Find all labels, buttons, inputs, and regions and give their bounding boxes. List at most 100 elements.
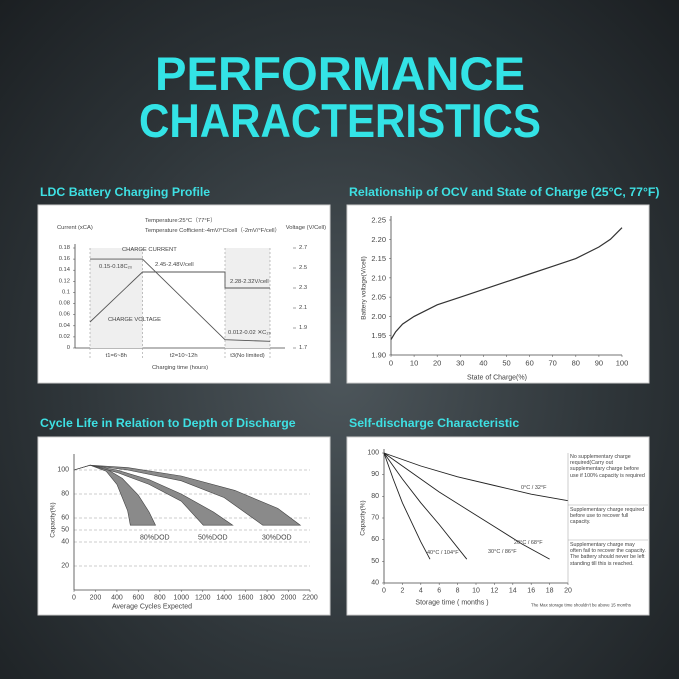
y-tick-label: 50	[61, 527, 69, 534]
y-tick-label: 90	[371, 471, 379, 478]
x-tick-label: 40	[479, 359, 487, 368]
series-label: 20°C / 68°F	[514, 540, 543, 546]
x-tick-label: 8	[456, 588, 460, 595]
panel-title: Cycle Life in Relation to Depth of Disch…	[40, 416, 296, 430]
x-tick-label: 2200	[302, 595, 318, 602]
x-axis-title: Charging time (hours)	[152, 365, 208, 371]
y2-tick-label: 2.1	[299, 305, 307, 311]
series-label: 80%DOD	[140, 535, 170, 542]
y-axis-title: Capacity(%)	[50, 502, 57, 537]
x-tick-label: 1800	[259, 595, 275, 602]
phase-shade	[225, 248, 270, 348]
panel	[37, 436, 331, 616]
y-tick-label: 0	[67, 345, 70, 351]
y2-tick-label: 2.5	[299, 265, 307, 271]
subtitle: Temperature Cofficient:-4mV/°C/cell（-2mV…	[145, 227, 280, 234]
x-tick-label: 16	[527, 588, 535, 595]
subtitle: Temperature:25°C（77°F）	[145, 217, 216, 224]
series-label: CHARGE CURRENT	[122, 247, 177, 253]
y-tick-label: 50	[371, 558, 379, 565]
line	[90, 258, 271, 342]
x-tick-label: 6	[437, 588, 441, 595]
x-tick-label: 70	[549, 359, 557, 368]
y-tick-label: 60	[371, 536, 379, 543]
footnote: The Max storage time shouldn't be above …	[531, 603, 631, 608]
y-tick-label: 100	[57, 467, 69, 474]
note: No supplementary charge required(Carry o…	[570, 454, 645, 479]
y-tick-label: 70	[371, 515, 379, 522]
y2-tick-label: 1.9	[299, 325, 307, 331]
y-tick-label: 40	[371, 580, 379, 587]
panel	[346, 436, 650, 616]
line	[390, 227, 623, 340]
x-tick-label: 50	[502, 359, 510, 368]
line	[383, 452, 431, 560]
panel	[346, 204, 650, 384]
x-tick-label: 100	[616, 359, 629, 368]
band	[73, 464, 234, 526]
y2-tick-label: 2.3	[299, 285, 307, 291]
phase-label: t1=6~8h	[106, 353, 127, 359]
phase-label: t2=10~12h	[170, 353, 198, 359]
main-title: CHARACTERISTICS	[139, 94, 541, 147]
x-tick-label: 800	[154, 595, 166, 602]
y-tick-label: 2.05	[371, 293, 386, 302]
y-tick-label: 40	[61, 539, 69, 546]
y-tick-label: 0.18	[59, 245, 70, 251]
x-tick-label: 20	[433, 359, 441, 368]
note: Supplementary charge required before use…	[570, 507, 645, 526]
line	[89, 271, 270, 323]
x-tick-label: 60	[525, 359, 533, 368]
series-label: 30%DOD	[262, 535, 292, 542]
panel-title: Relationship of OCV and State of Charge …	[349, 185, 659, 199]
annotation: 2.45-2.48V/cell	[155, 262, 194, 268]
x-tick-label: 18	[546, 588, 554, 595]
y-axis-title: Battery voltage(V/cell)	[361, 256, 368, 320]
y-tick-label: 0.14	[59, 267, 71, 273]
annotation: 2.28-2.32V/cell	[230, 279, 269, 285]
x-tick-label: 80	[572, 359, 580, 368]
y-tick-label: 2.15	[371, 254, 386, 263]
x-axis-title: Average Cycles Expected	[112, 604, 192, 611]
y-tick-label: 0.02	[59, 334, 70, 340]
x-axis-title: Storage time ( months )	[415, 600, 488, 607]
x-tick-label: 600	[133, 595, 145, 602]
y-tick-label: 2.20	[371, 235, 386, 244]
series-label: 0°C / 32°F	[521, 485, 547, 491]
x-tick-label: 14	[509, 588, 517, 595]
series-label: 50%DOD	[198, 535, 228, 542]
y2-axis-title: Voltage (V/Cell)	[286, 225, 326, 231]
line	[383, 452, 569, 502]
y-tick-label: 80	[61, 491, 69, 498]
phase-label: t3(No limited)	[230, 353, 265, 359]
line	[383, 452, 468, 560]
x-tick-label: 12	[491, 588, 499, 595]
series-label: CHARGE VOLTAGE	[108, 317, 161, 323]
y-tick-label: 0.08	[59, 301, 70, 307]
y-tick-label: 0.04	[59, 323, 71, 329]
x-tick-label: 2	[400, 588, 404, 595]
phase-shade	[90, 248, 143, 348]
x-tick-label: 0	[382, 588, 386, 595]
series-label: 40°C / 104°F	[427, 550, 459, 556]
x-tick-label: 2000	[281, 595, 297, 602]
y-tick-label: 2.10	[371, 273, 386, 282]
y-tick-label: 2.25	[371, 216, 386, 225]
x-tick-label: 10	[410, 359, 418, 368]
y-tick-label: 0.16	[59, 256, 70, 262]
line	[383, 452, 550, 560]
x-axis-title: State of Charge(%)	[467, 375, 527, 382]
x-tick-label: 4	[419, 588, 423, 595]
y-tick-label: 1.95	[371, 331, 386, 340]
y-tick-label: 1.90	[371, 351, 386, 360]
x-tick-label: 90	[595, 359, 603, 368]
band	[73, 464, 302, 526]
x-tick-label: 1200	[195, 595, 211, 602]
y-axis-title: Capacity(%)	[360, 500, 367, 535]
panel-title: LDC Battery Charging Profile	[40, 185, 210, 199]
x-tick-label: 200	[90, 595, 102, 602]
y-tick-label: 2.00	[371, 312, 386, 321]
x-tick-label: 10	[472, 588, 480, 595]
y-tick-label: 100	[367, 450, 379, 457]
annotation: 0.012-0.02 ✕C₂₀	[228, 330, 272, 336]
